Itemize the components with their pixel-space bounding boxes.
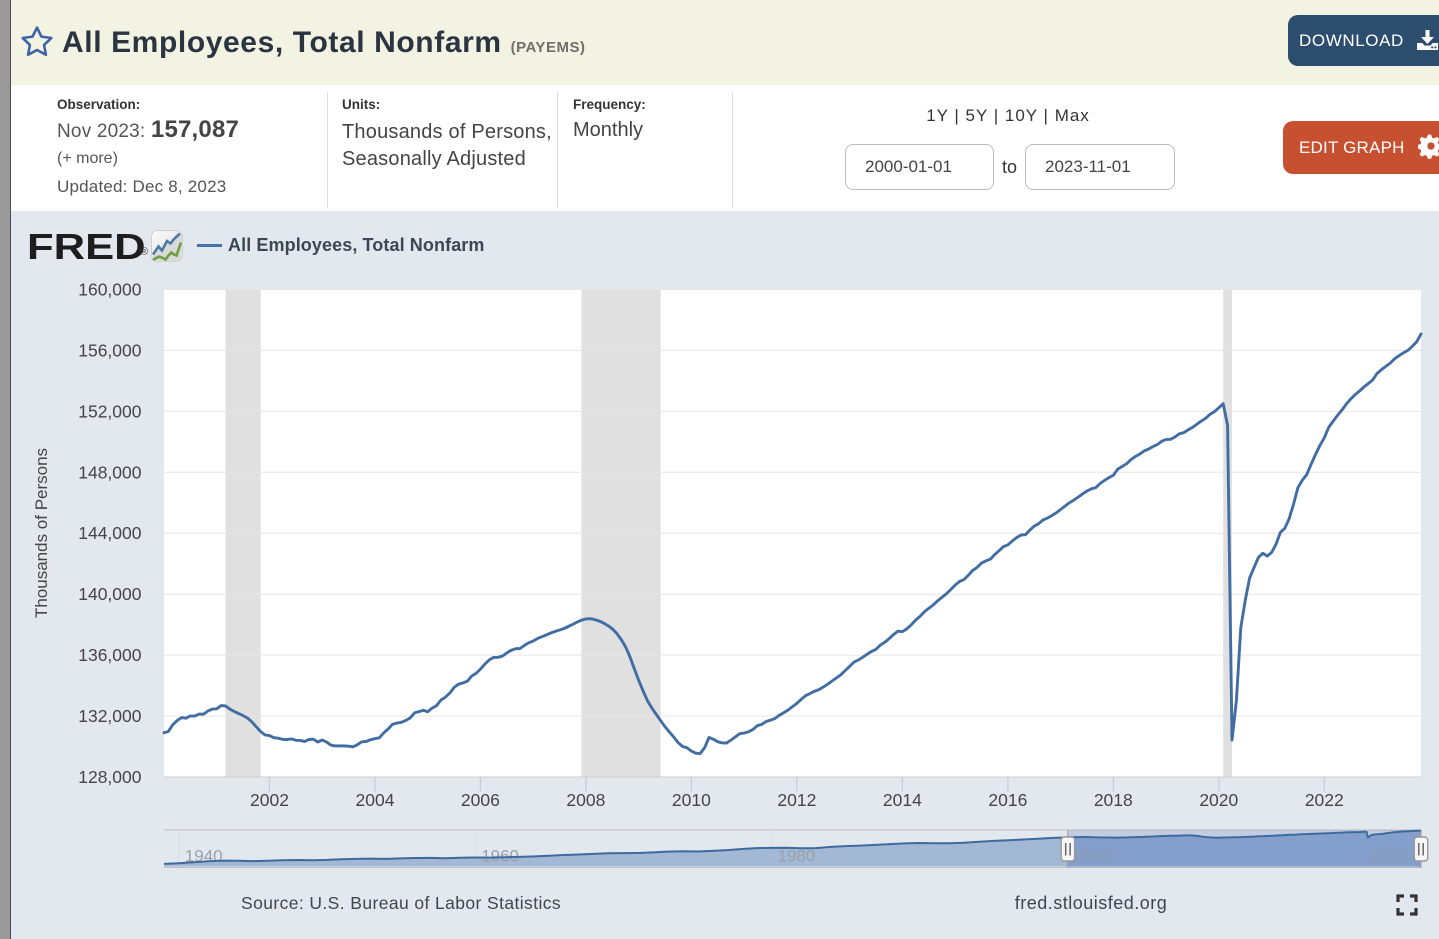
svg-text:2018: 2018 [1094,790,1133,810]
svg-text:140,000: 140,000 [78,584,142,604]
svg-text:152,000: 152,000 [78,401,142,421]
svg-text:128,000: 128,000 [78,767,142,787]
svg-text:2022: 2022 [1305,790,1344,810]
svg-text:2010: 2010 [672,790,711,810]
svg-text:2012: 2012 [777,790,816,810]
svg-text:2004: 2004 [356,790,395,810]
svg-text:2020: 2020 [1199,790,1238,810]
svg-text:2002: 2002 [250,790,289,810]
svg-text:2014: 2014 [883,790,922,810]
svg-text:1960: 1960 [481,847,519,866]
svg-text:Source: U.S. Bureau of Labor S: Source: U.S. Bureau of Labor Statistics [241,893,561,913]
svg-text:160,000: 160,000 [78,280,142,300]
svg-text:Thousands of Persons: Thousands of Persons [32,448,51,618]
svg-text:2000: 2000 [1074,847,1112,866]
svg-text:2020: 2020 [1370,847,1408,866]
svg-text:1980: 1980 [778,847,816,866]
svg-text:2006: 2006 [461,790,500,810]
svg-text:136,000: 136,000 [78,645,142,665]
svg-text:156,000: 156,000 [78,340,142,360]
svg-text:144,000: 144,000 [78,523,142,543]
svg-text:132,000: 132,000 [78,706,142,726]
svg-text:fred.stlouisfed.org: fred.stlouisfed.org [1015,893,1168,913]
svg-text:148,000: 148,000 [78,462,142,482]
svg-text:2016: 2016 [988,790,1027,810]
svg-text:2008: 2008 [566,790,605,810]
